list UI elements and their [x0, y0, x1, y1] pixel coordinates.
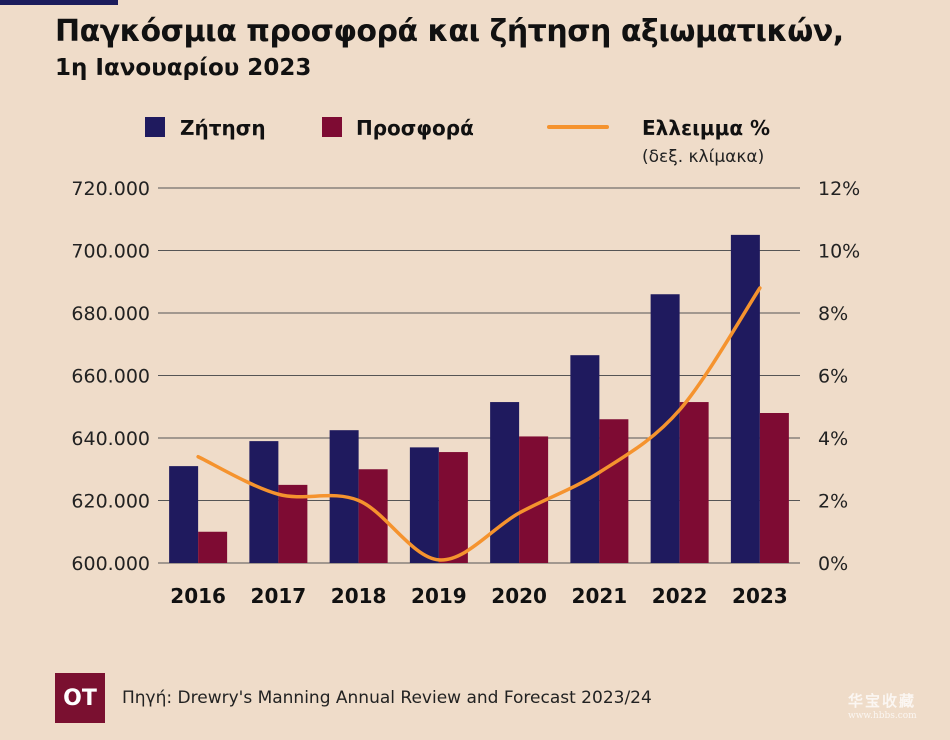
- axes: 600.000 0% 620.000 2% 640.000 4% 660.000 6% 680.…: [71, 178, 860, 608]
- bar-demand-2023: [730, 234, 760, 563]
- y-right-tick-label: 12%: [818, 178, 860, 200]
- bars: [169, 234, 789, 563]
- legend-label-deficit: Ελλειμμα %: [642, 116, 770, 140]
- deficit-line-layer: [196, 286, 762, 562]
- bar-supply-2019: [438, 452, 468, 563]
- bar-supply-2021: [599, 419, 629, 563]
- chart-title: Παγκόσμια προσφορά και ζήτηση αξιωματικώ…: [55, 14, 844, 49]
- bar-demand-2022: [650, 294, 680, 563]
- bar-demand-2020: [490, 402, 520, 563]
- legend-swatch-supply: [322, 117, 342, 137]
- x-tick-label: 2022: [652, 584, 708, 608]
- x-tick-label: 2018: [331, 584, 387, 608]
- top-accent-rule: [0, 0, 118, 5]
- y-left-tick-label: 640.000: [71, 428, 150, 450]
- bar-demand-2021: [570, 355, 600, 563]
- x-tick-label: 2021: [572, 584, 628, 608]
- bar-demand-2016: [169, 466, 199, 563]
- legend: Ζήτηση Προσφορά Ελλειμμα % (δεξ. κλίμακα…: [145, 116, 770, 167]
- x-tick-label: 2017: [251, 584, 307, 608]
- x-tick-label: 2016: [170, 584, 226, 608]
- y-left-tick-label: 660.000: [71, 366, 150, 388]
- source-note: Πηγή: Drewry's Manning Annual Review and…: [122, 688, 652, 708]
- y-right-tick-label: 8%: [818, 303, 848, 325]
- bar-demand-2019: [409, 447, 439, 563]
- y-left-tick-label: 680.000: [71, 303, 150, 325]
- chart-subtitle: 1η Ιανουαρίου 2023: [55, 55, 312, 81]
- y-left-tick-label: 620.000: [71, 491, 150, 513]
- bar-supply-2022: [679, 402, 709, 563]
- y-right-tick-label: 0%: [818, 553, 848, 575]
- publisher-logo: OT: [55, 673, 105, 723]
- legend-label-supply: Προσφορά: [356, 116, 474, 140]
- y-right-tick-label: 4%: [818, 428, 848, 450]
- watermark-url: www.hbbs.com: [848, 711, 917, 721]
- watermark: 华宝收藏 www.hbbs.com: [848, 690, 917, 721]
- y-left-tick-label: 700.000: [71, 241, 150, 263]
- y-right-tick-label: 10%: [818, 241, 860, 263]
- bar-supply-2023: [759, 413, 789, 563]
- bar-supply-2016: [198, 531, 228, 563]
- y-right-tick-label: 2%: [818, 491, 848, 513]
- legend-label-demand: Ζήτηση: [180, 116, 266, 140]
- y-left-tick-label: 720.000: [71, 178, 150, 200]
- bar-demand-2017: [249, 441, 279, 563]
- legend-swatch-demand: [145, 117, 165, 137]
- y-right-tick-label: 6%: [818, 366, 848, 388]
- x-tick-label: 2020: [491, 584, 547, 608]
- legend-label-deficit-note: (δεξ. κλίμακα): [642, 147, 764, 167]
- x-tick-label: 2019: [411, 584, 467, 608]
- watermark-text: 华宝收藏: [848, 692, 917, 710]
- y-left-tick-label: 600.000: [71, 553, 150, 575]
- x-tick-label: 2023: [732, 584, 788, 608]
